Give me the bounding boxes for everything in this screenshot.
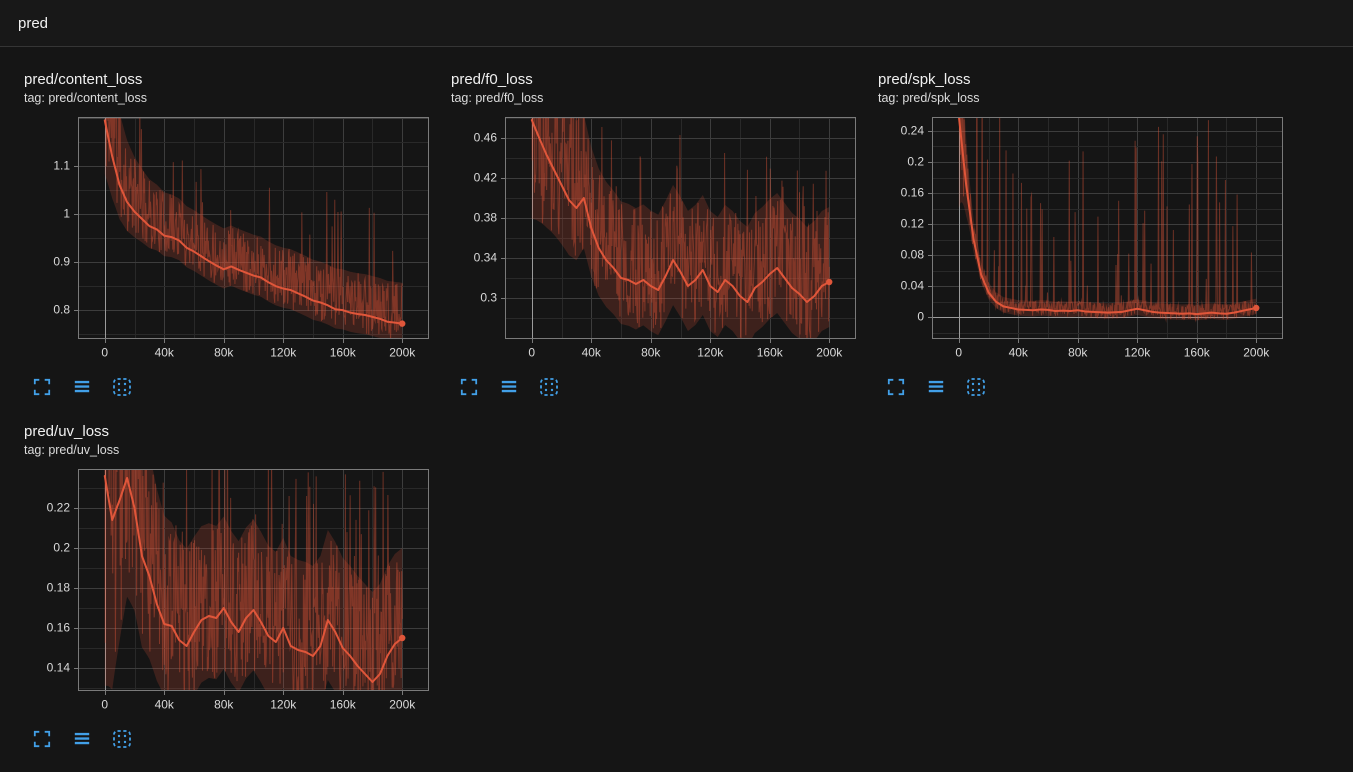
- charts-grid: pred/content_loss tag: pred/content_loss…: [0, 47, 1353, 751]
- fit-domain-button[interactable]: [110, 375, 134, 399]
- fit-domain-button[interactable]: [110, 727, 134, 751]
- fit-domain-icon: [112, 729, 132, 749]
- expand-icon: [460, 378, 478, 396]
- expand-chart-button[interactable]: [30, 375, 54, 399]
- toggle-data-table-button[interactable]: [70, 375, 94, 399]
- data-table-icon: [500, 378, 518, 396]
- chart-title: pred/f0_loss: [451, 71, 533, 88]
- expand-icon: [33, 378, 51, 396]
- toggle-data-table-button[interactable]: [497, 375, 521, 399]
- data-table-icon: [73, 378, 91, 396]
- data-table-icon: [73, 730, 91, 748]
- chart-toolbar: [451, 375, 863, 399]
- expand-chart-button[interactable]: [30, 727, 54, 751]
- chart-toolbar: [878, 375, 1290, 399]
- chart-card-content-loss: pred/content_loss tag: pred/content_loss: [24, 69, 436, 399]
- chart-tag: tag: pred/spk_loss: [878, 91, 980, 105]
- expand-chart-button[interactable]: [457, 375, 481, 399]
- expand-icon: [887, 378, 905, 396]
- chart-tag: tag: pred/uv_loss: [24, 443, 120, 457]
- loss-chart-canvas[interactable]: [451, 113, 863, 365]
- loss-chart-canvas[interactable]: [878, 113, 1290, 365]
- toggle-data-table-button[interactable]: [70, 727, 94, 751]
- fit-domain-button[interactable]: [537, 375, 561, 399]
- fit-domain-icon: [112, 377, 132, 397]
- loss-chart-canvas[interactable]: [24, 113, 436, 365]
- chart-card-uv-loss: pred/uv_loss tag: pred/uv_loss: [24, 421, 436, 751]
- page-title: pred: [18, 14, 49, 32]
- chart-card-spk-loss: pred/spk_loss tag: pred/spk_loss: [878, 69, 1290, 399]
- fit-domain-button[interactable]: [964, 375, 988, 399]
- expand-chart-button[interactable]: [884, 375, 908, 399]
- chart-card-f0-loss: pred/f0_loss tag: pred/f0_loss: [451, 69, 863, 399]
- fit-domain-icon: [539, 377, 559, 397]
- loss-chart-canvas[interactable]: [24, 465, 436, 717]
- chart-tag: tag: pred/f0_loss: [451, 91, 544, 105]
- chart-title: pred/spk_loss: [878, 71, 971, 88]
- chart-title: pred/uv_loss: [24, 423, 110, 440]
- data-table-icon: [927, 378, 945, 396]
- chart-toolbar: [24, 375, 436, 399]
- header: pred: [0, 0, 1353, 47]
- chart-title: pred/content_loss: [24, 71, 143, 88]
- chart-tag: tag: pred/content_loss: [24, 91, 147, 105]
- chart-toolbar: [24, 727, 436, 751]
- expand-icon: [33, 730, 51, 748]
- fit-domain-icon: [966, 377, 986, 397]
- toggle-data-table-button[interactable]: [924, 375, 948, 399]
